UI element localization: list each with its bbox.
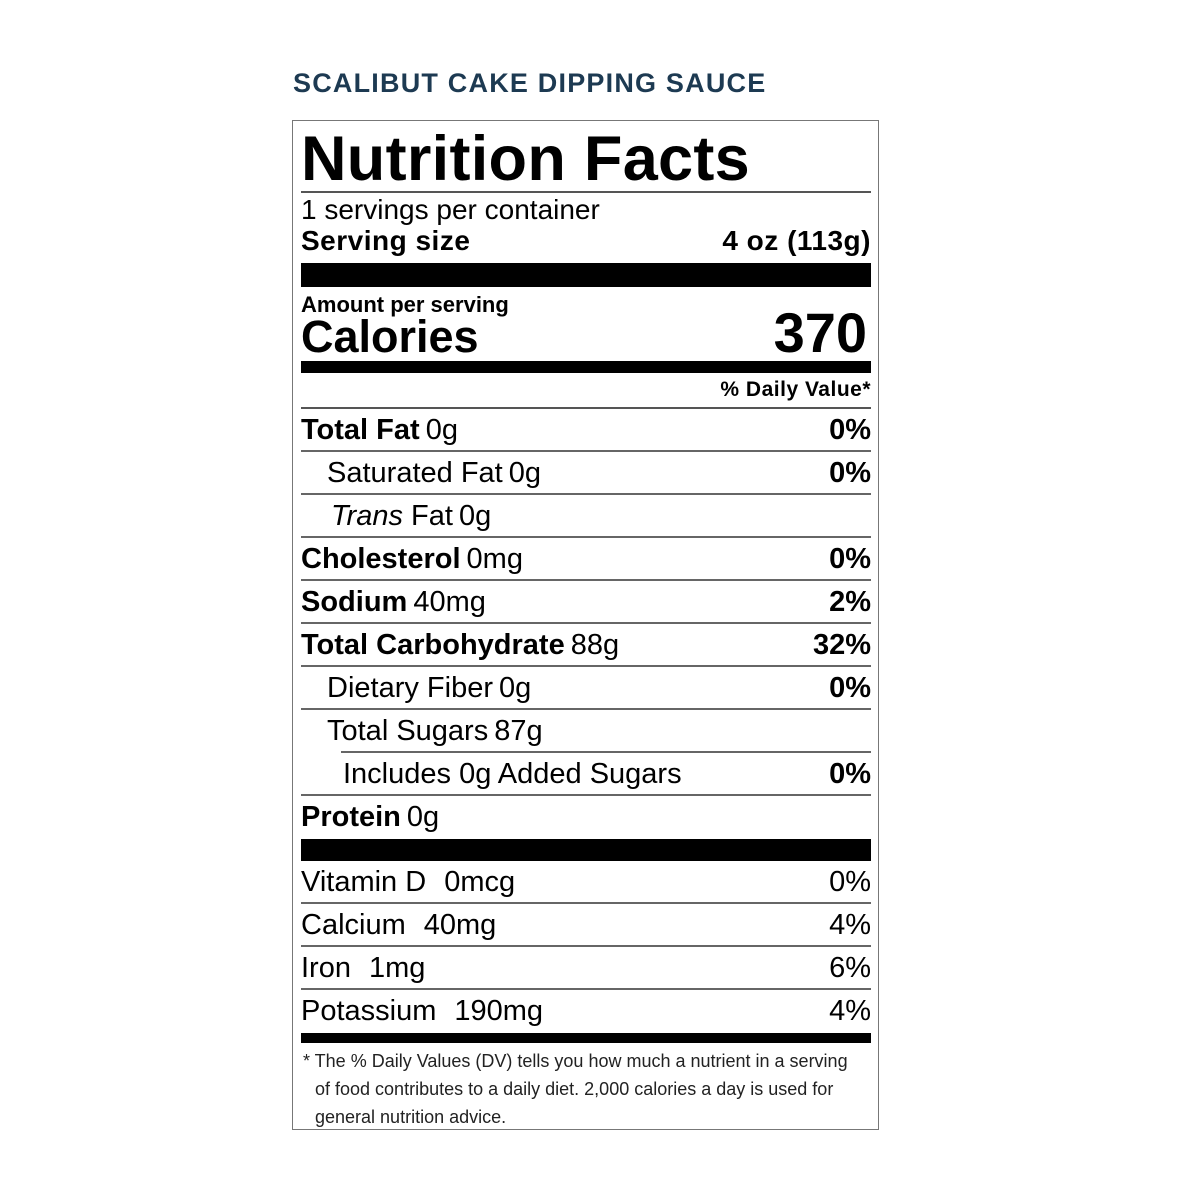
nutrient-row-protein: Protein 0g bbox=[301, 796, 871, 839]
serving-size-value: 4 oz (113g) bbox=[722, 225, 871, 256]
nutrient-amount: 88g bbox=[570, 629, 620, 661]
nutrient-dv: 0% bbox=[829, 672, 871, 704]
calories-row: Calories 370 bbox=[301, 305, 871, 362]
nutrient-name: Sodium bbox=[301, 586, 408, 618]
nutrient-dv: 32% bbox=[812, 629, 871, 661]
label-title: Nutrition Facts bbox=[301, 121, 871, 194]
product-name: SCALIBUT CAKE DIPPING SAUCE bbox=[293, 68, 767, 98]
nutrient-name: Fat bbox=[411, 500, 453, 532]
nutrient-name-italic: Trans bbox=[331, 500, 403, 532]
vitamin-dv: 4% bbox=[829, 995, 871, 1027]
vitamin-row-iron: Iron 1mg 6% bbox=[301, 947, 871, 990]
serving-size-label: Serving size bbox=[301, 225, 471, 256]
nutrient-amount: 87g bbox=[494, 715, 543, 747]
nutrient-name: Total Sugars bbox=[327, 715, 489, 747]
nutrient-name: Total Carbohydrate bbox=[301, 629, 565, 661]
vitamin-row-potassium: Potassium 190mg 4% bbox=[301, 990, 871, 1033]
nutrient-amount: 0g bbox=[458, 500, 492, 532]
nutrient-dv: 0% bbox=[829, 414, 871, 446]
calories-label: Calories bbox=[301, 311, 479, 362]
nutrient-amount: 0g bbox=[499, 672, 532, 704]
nutrient-amount: 0g bbox=[508, 457, 541, 489]
nutrient-amount: 0g bbox=[425, 414, 458, 446]
nutrient-amount: 0mg bbox=[466, 543, 523, 575]
divider-end bbox=[301, 1033, 871, 1043]
vitamin-name: Iron bbox=[301, 952, 351, 984]
nutrient-row-sodium: Sodium 40mg 2% bbox=[301, 581, 871, 624]
vitamin-amount: 0mcg bbox=[444, 866, 516, 898]
nutrient-dv: 0% bbox=[829, 457, 871, 489]
nutrient-amount: 0g bbox=[406, 801, 440, 833]
nutrient-row-total-sugars: Total Sugars 87g bbox=[301, 710, 871, 753]
divider-thick bbox=[301, 263, 871, 287]
vitamin-amount: 40mg bbox=[423, 909, 497, 941]
vitamin-name: Potassium bbox=[301, 995, 437, 1027]
nutrient-name: Protein bbox=[301, 801, 401, 833]
footnote: * The % Daily Values (DV) tells you how … bbox=[303, 1051, 848, 1127]
nutrient-row-total-fat: Total Fat 0g 0% bbox=[301, 409, 871, 452]
nutrient-name: Includes 0g Added Sugars bbox=[343, 758, 682, 790]
nutrient-name: Dietary Fiber bbox=[327, 672, 493, 704]
nutrient-name: Total Fat bbox=[301, 414, 420, 446]
servings-per-container: 1 servings per container bbox=[301, 194, 600, 225]
serving-size-row: Serving size 4 oz (113g) bbox=[301, 223, 871, 263]
calories-value: 370 bbox=[773, 301, 867, 364]
vitamin-dv: 4% bbox=[829, 909, 871, 941]
vitamin-amount: 1mg bbox=[368, 952, 426, 984]
nutrient-row-cholesterol: Cholesterol 0mg 0% bbox=[301, 538, 871, 581]
vitamin-amount: 190mg bbox=[454, 995, 544, 1027]
nutrient-name: Cholesterol bbox=[301, 543, 461, 575]
vitamin-name: Calcium bbox=[301, 909, 406, 941]
vitamin-dv: 0% bbox=[829, 866, 871, 898]
vitamin-dv: 6% bbox=[829, 952, 871, 984]
vitamin-name: Vitamin D bbox=[301, 866, 427, 898]
nutrient-row-dietary-fiber: Dietary Fiber 0g 0% bbox=[301, 667, 871, 710]
nutrient-dv: 2% bbox=[829, 586, 871, 618]
nutrient-amount: 40mg bbox=[413, 586, 486, 618]
nutrient-row-saturated-fat: Saturated Fat 0g 0% bbox=[301, 452, 871, 495]
nutrient-row-trans-fat: Trans Fat 0g bbox=[301, 495, 871, 538]
vitamin-row-vitamin-d: Vitamin D 0mcg 0% bbox=[301, 861, 871, 904]
nutrient-dv: 0% bbox=[829, 758, 871, 790]
nutrient-row-added-sugars: Includes 0g Added Sugars 0% bbox=[301, 753, 871, 796]
daily-value-header: % Daily Value* bbox=[301, 373, 871, 409]
nutrition-facts-panel: Nutrition Facts 1 servings per container… bbox=[292, 120, 879, 1130]
vitamin-row-calcium: Calcium 40mg 4% bbox=[301, 904, 871, 947]
nutrient-dv: 0% bbox=[829, 543, 871, 575]
divider-medium bbox=[301, 361, 871, 373]
divider-thick bbox=[301, 839, 871, 861]
nutrient-row-total-carbohydrate: Total Carbohydrate 88g 32% bbox=[301, 624, 871, 667]
nutrient-name: Saturated Fat bbox=[327, 457, 503, 489]
